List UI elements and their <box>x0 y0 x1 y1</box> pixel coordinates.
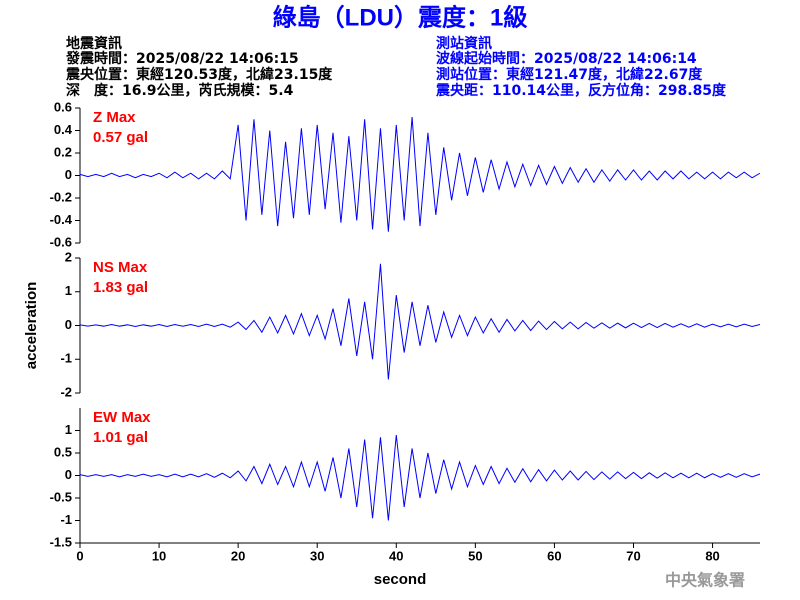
waveform <box>79 116 761 232</box>
waveform <box>79 263 761 380</box>
y-tick-label: -2 <box>60 384 72 399</box>
y-axis-label: acceleration <box>23 282 40 370</box>
annotation: 1.01 gal <box>93 429 148 446</box>
x-tick-label: 40 <box>389 548 403 563</box>
annotation: NS Max <box>93 259 148 276</box>
footer: 中央氣象署 <box>665 571 745 590</box>
x-tick-label: 50 <box>468 548 482 563</box>
info-right: 測站資訊 <box>436 35 492 52</box>
y-tick-label: -1 <box>60 512 72 527</box>
y-tick-label: -0.5 <box>50 489 72 504</box>
x-tick-label: 20 <box>231 548 245 563</box>
waveform <box>79 434 761 521</box>
page-title: 綠島（LDU）震度：1級 <box>273 3 528 31</box>
y-tick-label: 0 <box>65 467 72 482</box>
annotation: 1.83 gal <box>93 279 148 296</box>
info-right: 測站位置：東經121.47度，北緯22.67度 <box>436 66 703 83</box>
x-tick-label: 70 <box>626 548 640 563</box>
info-left: 地震資訊 <box>66 35 122 52</box>
y-tick-label: 0.2 <box>54 144 72 159</box>
info-left: 發震時間：2025/08/22 14:06:15 <box>65 50 299 67</box>
y-tick-label: -0.6 <box>50 234 72 249</box>
y-tick-label: 2 <box>65 249 72 264</box>
x-tick-label: 80 <box>705 548 719 563</box>
x-tick-label: 0 <box>76 548 83 563</box>
x-tick-label: 60 <box>547 548 561 563</box>
y-tick-label: -1 <box>60 351 72 366</box>
annotation: Z Max <box>93 109 136 126</box>
y-tick-label: 0.6 <box>54 99 72 114</box>
y-tick-label: 0.4 <box>54 122 73 137</box>
info-right: 震央距：110.14公里，反方位角：298.85度 <box>435 82 727 99</box>
y-tick-label: 0 <box>65 167 72 182</box>
info-left: 深 度：16.9公里，芮氏規模：5.4 <box>66 82 294 99</box>
info-right: 波線起始時間：2025/08/22 14:06:14 <box>436 50 697 67</box>
y-tick-label: 1 <box>65 422 72 437</box>
y-tick-label: 0.5 <box>54 444 72 459</box>
y-tick-label: 1 <box>65 283 72 298</box>
y-tick-label: -0.4 <box>50 212 73 227</box>
x-tick-label: 10 <box>152 548 166 563</box>
y-tick-label: -0.2 <box>50 189 72 204</box>
y-tick-label: 0 <box>65 317 72 332</box>
info-left: 震央位置：東經120.53度，北緯23.15度 <box>65 66 333 83</box>
annotation: 0.57 gal <box>93 129 148 146</box>
annotation: EW Max <box>93 409 151 426</box>
x-tick-label: 30 <box>310 548 324 563</box>
x-axis-label: second <box>374 571 427 588</box>
y-tick-label: -1.5 <box>50 534 72 549</box>
